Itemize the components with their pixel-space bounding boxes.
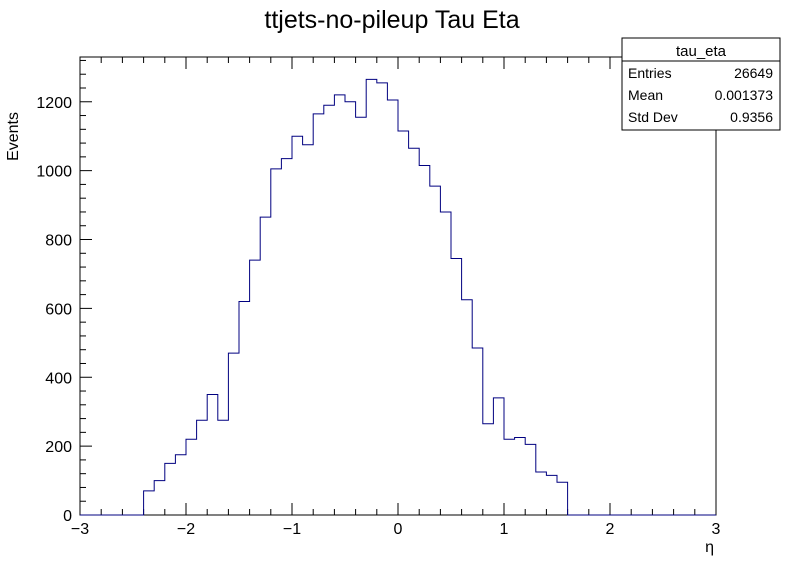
histogram-bin: [504, 439, 515, 515]
histogram-bin: [557, 482, 568, 515]
x-tick-labels: −3 −2 −1 0 1 2 3: [71, 521, 721, 538]
histogram-bin: [228, 353, 239, 515]
y-tick-label: 600: [45, 301, 72, 318]
x-tick-label: 0: [394, 521, 403, 538]
histogram-bin: [250, 260, 261, 515]
y-tick-label: 200: [45, 439, 72, 456]
histogram-bin: [260, 217, 271, 515]
histogram-bin: [175, 455, 186, 515]
histogram-bin: [186, 439, 197, 515]
y-tick-labels: 0 200 400 600 800 1000 1200: [36, 95, 72, 525]
stats-stddev-value: 0.9356: [730, 109, 773, 125]
histogram-bin: [536, 472, 547, 515]
histogram-bin: [239, 301, 250, 515]
histogram-bin: [292, 136, 303, 515]
x-axis: [79, 57, 717, 515]
x-tick-label: 2: [606, 521, 615, 538]
y-tick-label: 800: [45, 233, 72, 250]
histogram-bin: [440, 212, 451, 515]
histogram-bin: [462, 300, 473, 515]
histogram-bin: [483, 424, 494, 515]
histogram-series-line: [80, 78, 716, 516]
histogram-bin: [430, 186, 441, 515]
histogram-bin: [366, 79, 377, 515]
histogram-bin: [356, 117, 367, 515]
histogram-bin: [303, 145, 314, 515]
histogram-bin: [387, 100, 398, 515]
histogram-bin: [377, 83, 388, 515]
stats-entries-value: 26649: [734, 65, 773, 81]
histogram-bin: [154, 481, 165, 515]
histogram-bin: [546, 475, 557, 515]
y-tick-label: 1000: [36, 164, 72, 181]
histogram-bin: [207, 394, 218, 515]
stats-mean-value: 0.001373: [715, 87, 774, 103]
x-tick-label: −1: [283, 521, 301, 538]
histogram-bin: [525, 444, 536, 515]
histogram-bin: [451, 258, 462, 515]
histogram-bin: [218, 420, 229, 515]
x-tick-label: −2: [177, 521, 195, 538]
stats-box: tau_eta Entries 26649 Mean 0.001373 Std …: [621, 37, 781, 131]
histogram-bin: [165, 463, 176, 515]
stats-entries-label: Entries: [628, 65, 672, 81]
x-tick-label: 3: [712, 521, 721, 538]
stats-stddev-label: Std Dev: [628, 109, 678, 125]
histogram-bin: [197, 420, 208, 515]
histogram-bin: [144, 491, 155, 515]
y-axis: [80, 59, 92, 516]
histogram-bin: [345, 102, 356, 515]
y-tick-label: 1200: [36, 95, 72, 112]
histogram-bin: [472, 348, 483, 515]
histogram-bins: [144, 79, 568, 515]
x-tick-label: −3: [71, 521, 89, 538]
histogram-bin: [515, 438, 526, 515]
stats-box-title: tau_eta: [676, 43, 727, 60]
histogram-bin: [271, 169, 282, 515]
histogram-bin: [324, 105, 335, 515]
histogram-bin: [281, 159, 292, 515]
histogram-bin: [419, 165, 430, 515]
histogram-bin: [334, 95, 345, 515]
histogram-bin: [398, 131, 409, 515]
stats-box-frame: [621, 37, 781, 131]
x-axis-label: η: [705, 539, 714, 556]
chart-title: ttjets-no-pileup Tau Eta: [264, 6, 519, 34]
y-tick-label: 0: [63, 508, 72, 525]
histogram-bin: [313, 114, 324, 515]
x-tick-label: 1: [500, 521, 509, 538]
stats-mean-label: Mean: [628, 87, 663, 103]
y-axis-label: Events: [5, 112, 22, 161]
histogram-bin: [409, 148, 420, 515]
y-tick-label: 400: [45, 370, 72, 387]
histogram-bin: [493, 398, 504, 515]
